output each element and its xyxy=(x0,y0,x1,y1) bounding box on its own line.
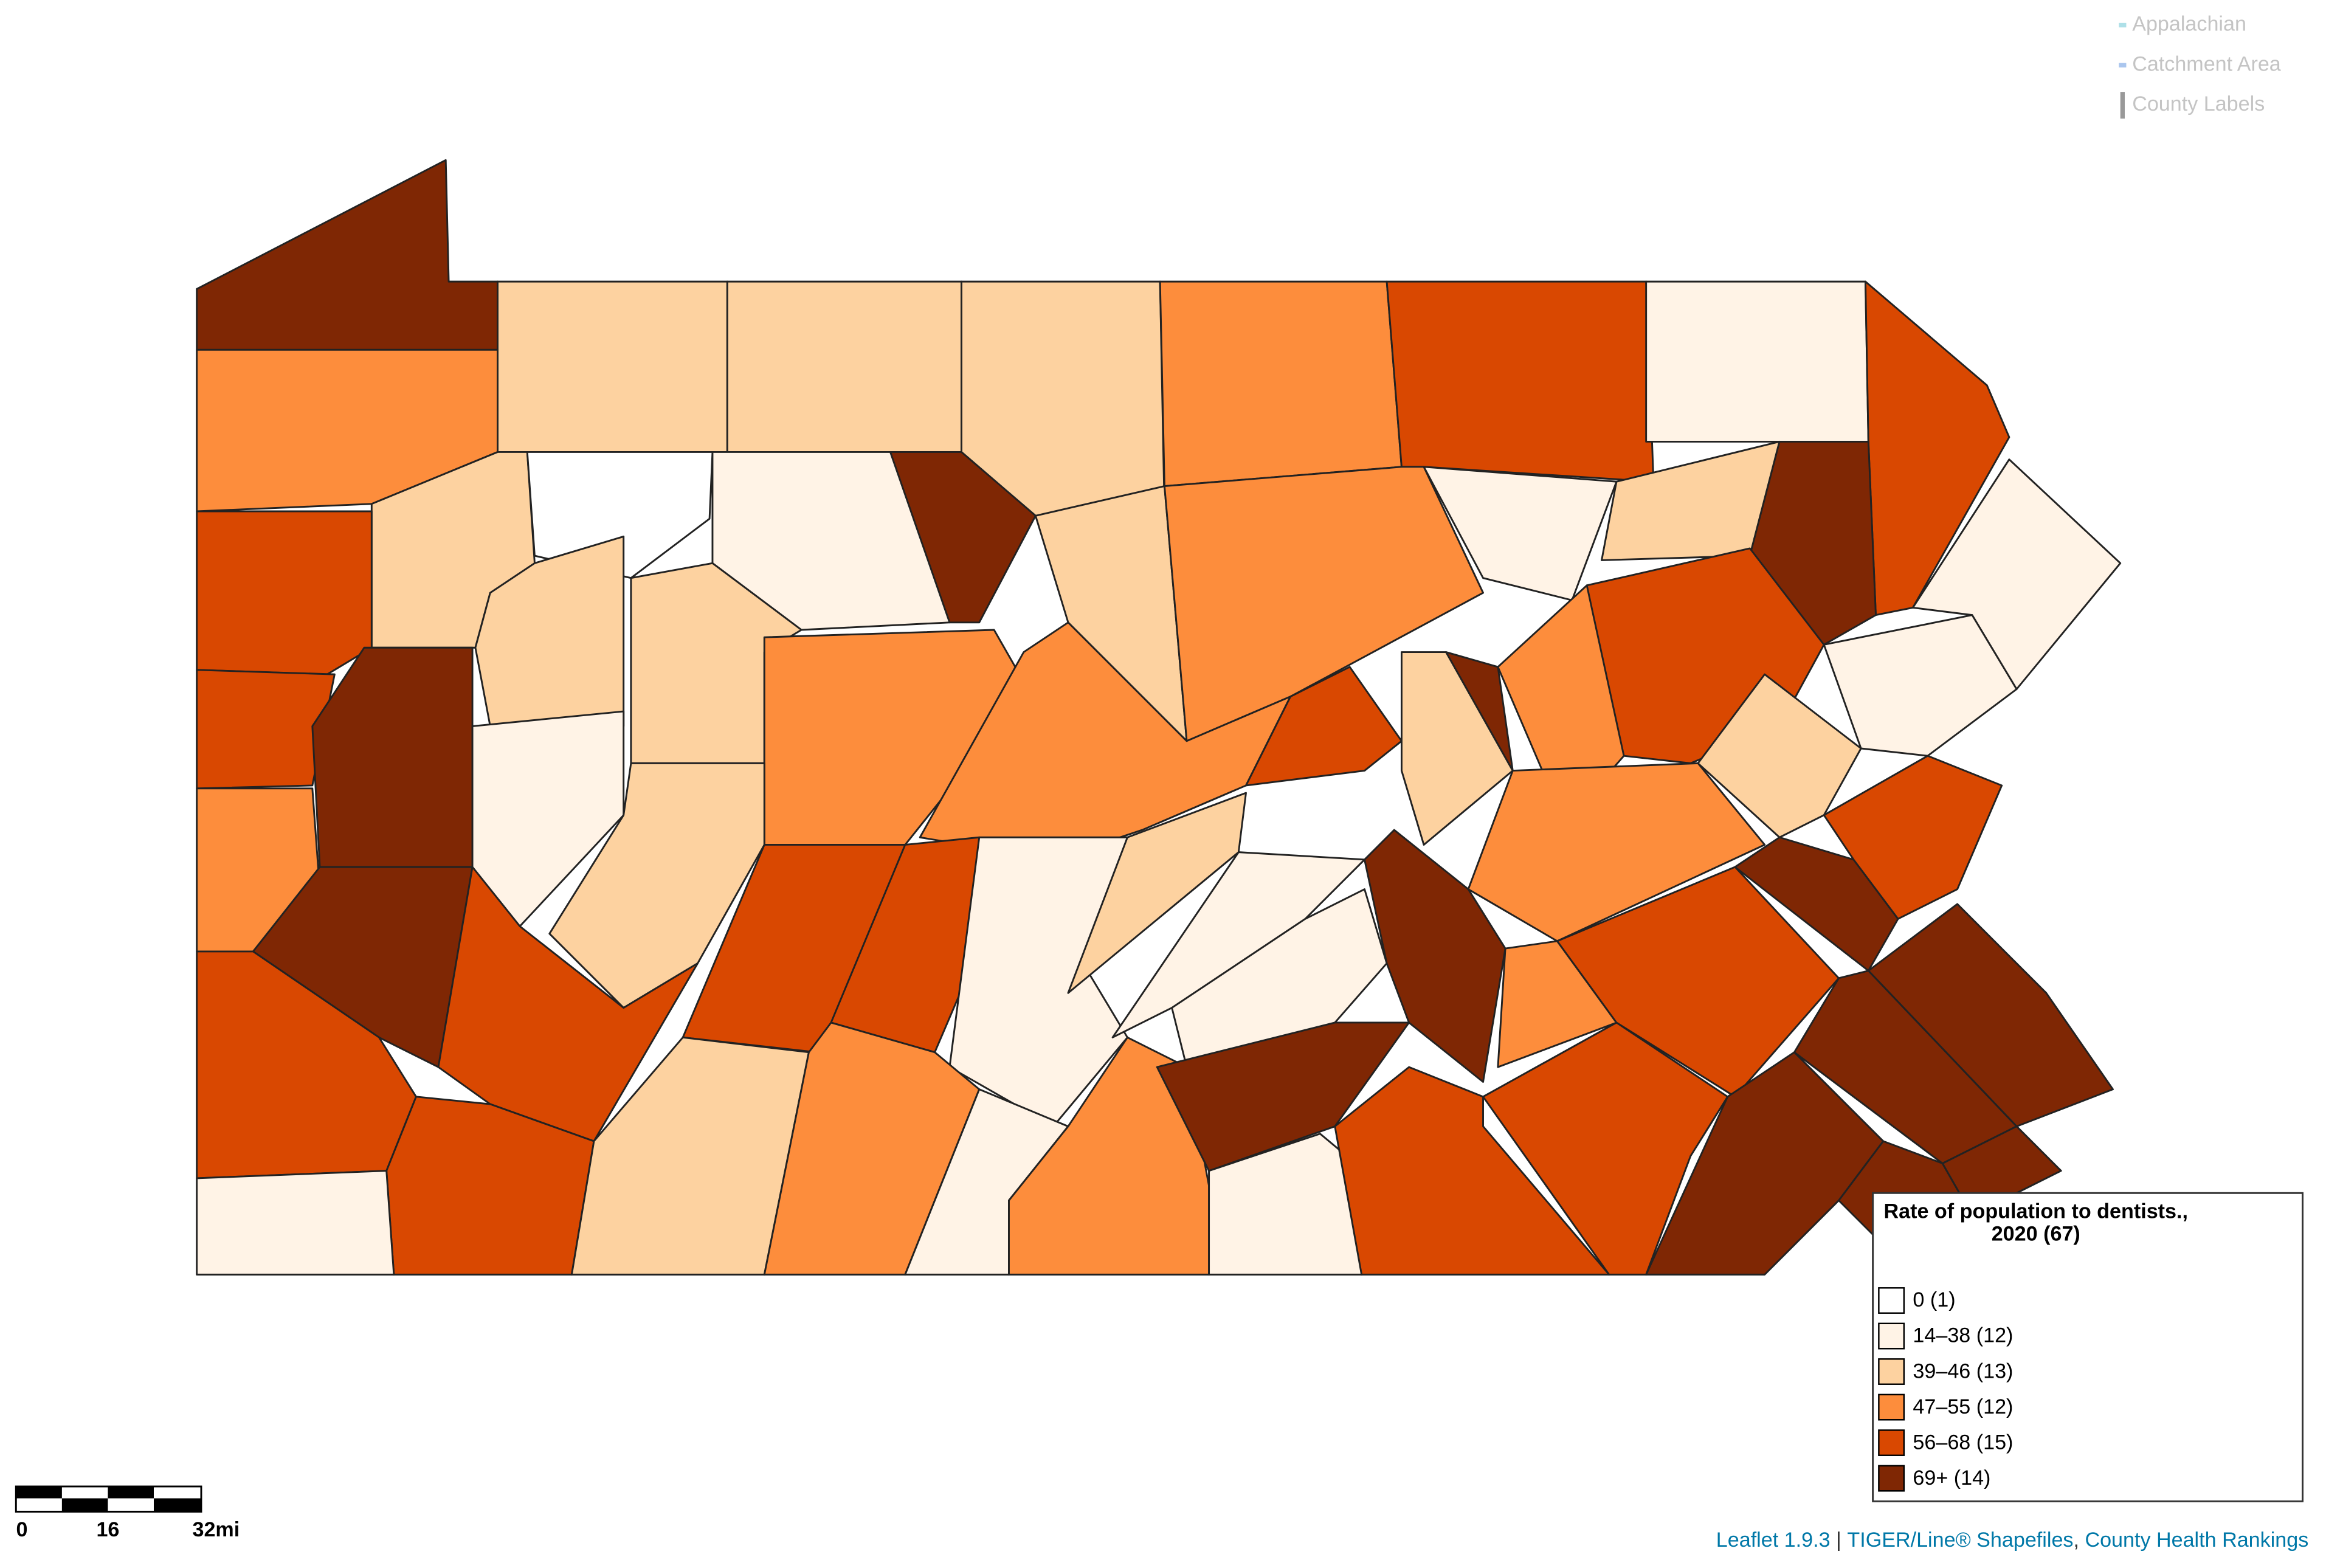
legend-box xyxy=(1872,1192,2304,1502)
scale-label: 16 xyxy=(96,1518,119,1541)
county[interactable] xyxy=(497,280,728,453)
scale-segment xyxy=(108,1486,154,1499)
layer-toggle[interactable]: Catchment Area xyxy=(2132,52,2281,75)
county[interactable] xyxy=(471,710,625,927)
county[interactable] xyxy=(526,451,714,579)
county[interactable] xyxy=(1823,614,2018,757)
legend-swatch xyxy=(1878,1358,1905,1385)
county[interactable] xyxy=(1245,666,1403,787)
county[interactable] xyxy=(1697,673,1862,838)
county[interactable] xyxy=(1823,755,2003,920)
county[interactable] xyxy=(311,646,474,868)
layer-marker xyxy=(2120,92,2125,119)
county[interactable] xyxy=(1645,280,1869,443)
layer-control: Appalachian Catchment Area County Labels xyxy=(2119,12,2281,119)
layer-toggle[interactable]: County Labels xyxy=(2132,92,2265,116)
county[interactable] xyxy=(726,280,962,453)
county[interactable] xyxy=(196,159,499,351)
scale-label: 0 xyxy=(16,1518,28,1541)
legend-swatch xyxy=(1878,1465,1905,1492)
attribution-text: Leaflet 1.9.3 | TIGER/Line® Shapefiles, … xyxy=(1716,1528,2308,1552)
legend-label: 39–46 (13) xyxy=(1913,1359,2013,1383)
legend-title: Rate of population to dentists., 2020 (6… xyxy=(1883,1200,2188,1245)
county[interactable] xyxy=(1911,458,2122,690)
layer-toggle[interactable]: Appalachian xyxy=(2132,12,2246,35)
scale-label: 32mi xyxy=(192,1518,240,1541)
attribution-separator: | xyxy=(1831,1528,1848,1552)
counties xyxy=(196,159,2122,1276)
legend-title-box: Rate of population to dentists., 2020 (6… xyxy=(1883,1200,2188,1245)
attribution-separator: , xyxy=(2073,1528,2085,1552)
county[interactable] xyxy=(1734,836,1899,972)
layer-marker xyxy=(2119,22,2127,28)
attribution-link[interactable]: TIGER/Line® Shapefiles xyxy=(1847,1528,2073,1552)
county[interactable] xyxy=(1156,1021,1410,1172)
legend: Rate of population to dentists., 2020 (6… xyxy=(1872,1192,2304,1502)
legend-swatch xyxy=(1878,1287,1905,1314)
layer-marker xyxy=(2119,63,2127,67)
county[interactable] xyxy=(1159,280,1403,488)
county[interactable] xyxy=(1386,280,1655,483)
scale-segment xyxy=(153,1498,201,1512)
legend-swatch xyxy=(1878,1394,1905,1421)
county[interactable] xyxy=(1467,762,1766,942)
county[interactable] xyxy=(196,510,373,675)
county[interactable] xyxy=(1364,829,1506,1083)
county[interactable] xyxy=(196,1170,395,1276)
attribution: Leaflet 1.9.3 | TIGER/Line® Shapefiles, … xyxy=(1716,1528,2308,1552)
county[interactable] xyxy=(1400,651,1514,846)
legend-label: 0 (1) xyxy=(1913,1288,1955,1311)
county[interactable] xyxy=(1748,440,1877,646)
county[interactable] xyxy=(1334,1066,1610,1276)
attribution-link[interactable]: Leaflet 1.9.3 xyxy=(1716,1528,1831,1552)
legend-label: 56–68 (15) xyxy=(1913,1431,2013,1454)
attribution-link[interactable]: County Health Rankings xyxy=(2085,1528,2308,1552)
legend-label: 14–38 (12) xyxy=(1913,1324,2013,1347)
scale-segment xyxy=(61,1498,108,1512)
legend-label: 47–55 (12) xyxy=(1913,1395,2013,1418)
county[interactable] xyxy=(1556,866,1840,1098)
county[interactable] xyxy=(1445,651,1514,772)
scale-segment xyxy=(16,1486,62,1499)
county[interactable] xyxy=(889,451,1037,624)
county[interactable] xyxy=(196,669,336,790)
county[interactable] xyxy=(830,836,981,1054)
county[interactable] xyxy=(1482,1021,1729,1276)
scale-bar: 0 16 32mi xyxy=(15,1485,240,1541)
legend-label: 69+ (14) xyxy=(1913,1466,1990,1490)
legend-swatch xyxy=(1878,1429,1905,1456)
legend-swatch xyxy=(1878,1322,1905,1350)
